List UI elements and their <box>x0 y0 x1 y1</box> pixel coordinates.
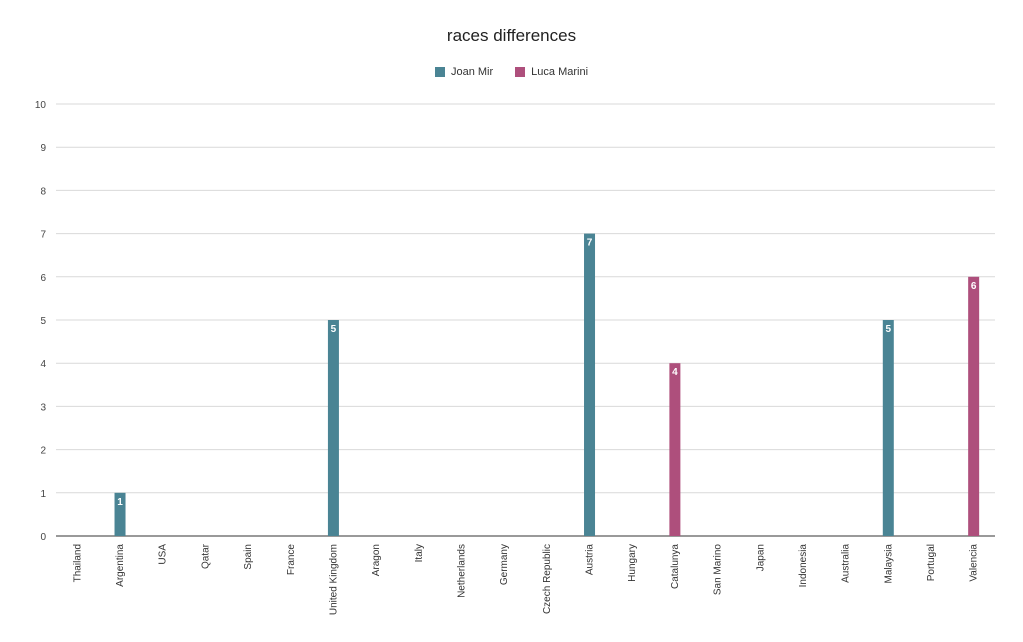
data-label: 4 <box>672 367 678 378</box>
x-tick-label: France <box>286 544 297 576</box>
data-label: 6 <box>971 281 977 292</box>
legend-item-joan-mir: Joan Mir <box>434 66 494 78</box>
y-tick-label: 3 <box>40 402 46 413</box>
y-tick-label: 1 <box>40 489 46 500</box>
x-tick-label: Germany <box>499 544 510 585</box>
bar <box>882 320 894 536</box>
y-tick-label: 0 <box>40 532 46 543</box>
legend: Joan Mir Luca Marini <box>0 66 1023 78</box>
y-tick-label: 7 <box>40 230 46 241</box>
x-tick-label: United Kingdom <box>328 544 339 615</box>
bar <box>669 363 681 536</box>
y-tick-label: 6 <box>40 273 46 284</box>
x-tick-label: Italy <box>414 544 425 562</box>
y-tick-label: 2 <box>40 446 46 457</box>
x-tick-label: Indonesia <box>798 544 809 588</box>
bar <box>584 233 596 536</box>
bar <box>327 320 339 536</box>
x-tick-label: Qatar <box>200 543 211 569</box>
legend-label-luca-marini: Luca Marini <box>531 66 589 78</box>
x-tick-label: Valencia <box>969 544 980 582</box>
x-tick-label: Thailand <box>72 544 83 582</box>
x-tick-label: Japan <box>755 544 766 571</box>
chart-title: races differences <box>446 26 577 45</box>
bar <box>968 276 980 536</box>
legend-swatch-luca-marini <box>515 67 526 77</box>
x-tick-label: San Marino <box>713 544 724 596</box>
x-tick-label: Hungary <box>627 544 638 582</box>
legend-item-luca-marini: Luca Marini <box>515 66 588 78</box>
x-tick-label: Catalunya <box>670 544 681 589</box>
x-tick-label: Aragon <box>371 544 382 576</box>
y-tick-label: 8 <box>40 186 46 197</box>
data-label: 5 <box>886 324 892 335</box>
y-tick-label: 5 <box>40 316 46 327</box>
bar <box>114 492 126 536</box>
y-tick-label: 10 <box>35 100 47 111</box>
x-tick-label: USA <box>158 544 169 565</box>
legend-swatch-joan-mir <box>434 67 445 77</box>
data-label: 5 <box>331 324 337 335</box>
data-label: 7 <box>587 238 593 249</box>
x-tick-label: Argentina <box>115 544 126 587</box>
x-tick-label: Spain <box>243 544 254 570</box>
x-tick-label: Austria <box>585 544 596 576</box>
x-tick-label: Czech Republic <box>542 544 553 614</box>
x-tick-label: Malaysia <box>883 544 894 584</box>
legend-label-joan-mir: Joan Mir <box>450 66 494 78</box>
x-tick-label: Portugal <box>926 544 937 581</box>
x-tick-label: Netherlands <box>456 544 467 598</box>
data-label: 1 <box>117 497 123 508</box>
y-tick-label: 4 <box>40 359 46 370</box>
y-tick-label: 9 <box>40 143 46 154</box>
x-tick-label: Australia <box>841 544 852 583</box>
